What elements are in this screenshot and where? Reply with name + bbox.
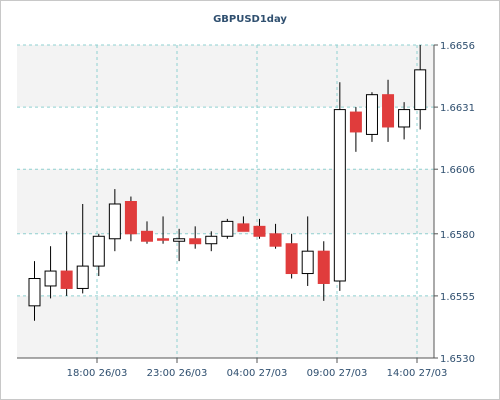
candle-body (317, 250, 330, 284)
candle (414, 45, 427, 130)
candle-body (237, 223, 250, 232)
candle-body (205, 235, 218, 245)
candle-body (157, 238, 170, 241)
y-tick-label: 1.6580 (440, 230, 475, 241)
candle (269, 223, 282, 249)
candle (301, 216, 314, 286)
candle (237, 216, 250, 232)
candle (157, 216, 170, 244)
candle-body (414, 69, 427, 111)
candle (44, 246, 57, 299)
chart-title: GBPUSD1day (213, 14, 287, 25)
candle-body (253, 225, 266, 237)
candle-body (108, 203, 121, 240)
candle (108, 189, 121, 252)
candles (28, 45, 427, 321)
candle-body (365, 94, 378, 135)
candle (349, 107, 362, 152)
candle (28, 261, 41, 321)
candle-body (140, 230, 153, 242)
candle (205, 231, 218, 252)
candle (92, 233, 105, 277)
candle-body (173, 238, 186, 242)
candle-body (398, 109, 411, 128)
candle-body (189, 238, 202, 245)
candle-body (76, 265, 89, 289)
candle (221, 218, 234, 239)
candle (173, 228, 186, 262)
x-tick-label: 14:00 27/03 (387, 368, 448, 379)
y-tick-label: 1.6555 (440, 292, 475, 303)
plot-band (17, 295, 434, 358)
candle (189, 226, 202, 249)
candle (76, 203, 89, 294)
candle-body (60, 270, 73, 289)
candle-body (221, 220, 234, 237)
candle (60, 231, 73, 296)
candle-body (269, 233, 282, 247)
axes (17, 44, 438, 363)
candle (124, 196, 137, 242)
tick-labels: 1.6656 1.6631 1.6606 1.6580 1.6555 1.6530 18:0… (67, 41, 475, 379)
candle (333, 82, 346, 291)
y-tick-label: 1.6530 (440, 354, 475, 365)
candle (317, 241, 330, 301)
y-tick-label: 1.6656 (440, 41, 475, 52)
y-tick-label: 1.6631 (440, 103, 475, 114)
candle-body (44, 270, 57, 287)
candle (253, 218, 266, 239)
candle-body (349, 111, 362, 133)
candle (365, 92, 378, 142)
x-tick-label: 04:00 27/03 (227, 368, 288, 379)
candle (382, 79, 395, 142)
plot-band (17, 45, 434, 108)
candle-body (301, 250, 314, 275)
x-tick-label: 23:00 26/03 (147, 368, 208, 379)
y-tick-label: 1.6606 (440, 165, 475, 176)
candle-body (28, 278, 41, 307)
candle-body (92, 235, 105, 267)
candle (140, 221, 153, 244)
candle (285, 233, 298, 279)
candle-body (333, 109, 346, 282)
candle-body (124, 201, 137, 235)
candle (398, 102, 411, 140)
x-tick-label: 18:00 26/03 (67, 368, 128, 379)
x-tick-label: 09:00 27/03 (307, 368, 368, 379)
candle-body (382, 94, 395, 128)
candle-body (285, 243, 298, 275)
plot-background-bands (17, 45, 434, 358)
